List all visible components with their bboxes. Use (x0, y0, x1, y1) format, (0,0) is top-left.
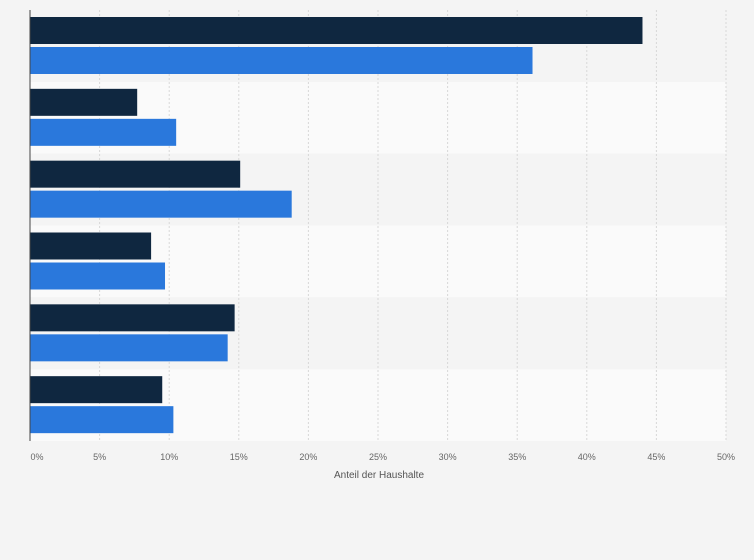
bar (30, 262, 166, 290)
bar (30, 190, 292, 218)
bar (30, 304, 235, 332)
x-tick-label: 0% (30, 452, 43, 462)
x-tick-label: 15% (230, 452, 248, 462)
x-tick-label: 20% (299, 452, 317, 462)
x-tick-label: 45% (647, 452, 665, 462)
bar (30, 334, 228, 362)
bar (30, 376, 163, 404)
bar (30, 160, 241, 188)
x-tick-label: 10% (160, 452, 178, 462)
bar (30, 47, 533, 74)
bar (30, 118, 177, 146)
bars (30, 17, 643, 434)
bar (30, 17, 643, 44)
x-tick-label: 35% (508, 452, 526, 462)
x-tick-label: 50% (717, 452, 735, 462)
x-axis-label: Anteil der Haushalte (334, 470, 424, 481)
x-tick-labels: 0% 5% 10% 15% 20% 25% 30% 35% 40% 45% 50% (30, 452, 735, 462)
bar (30, 88, 138, 116)
x-tick-label: 40% (578, 452, 596, 462)
x-tick-label: 30% (439, 452, 457, 462)
bar (30, 232, 152, 260)
x-tick-label: 25% (369, 452, 387, 462)
x-tick-label: 5% (93, 452, 106, 462)
bar (30, 406, 174, 434)
